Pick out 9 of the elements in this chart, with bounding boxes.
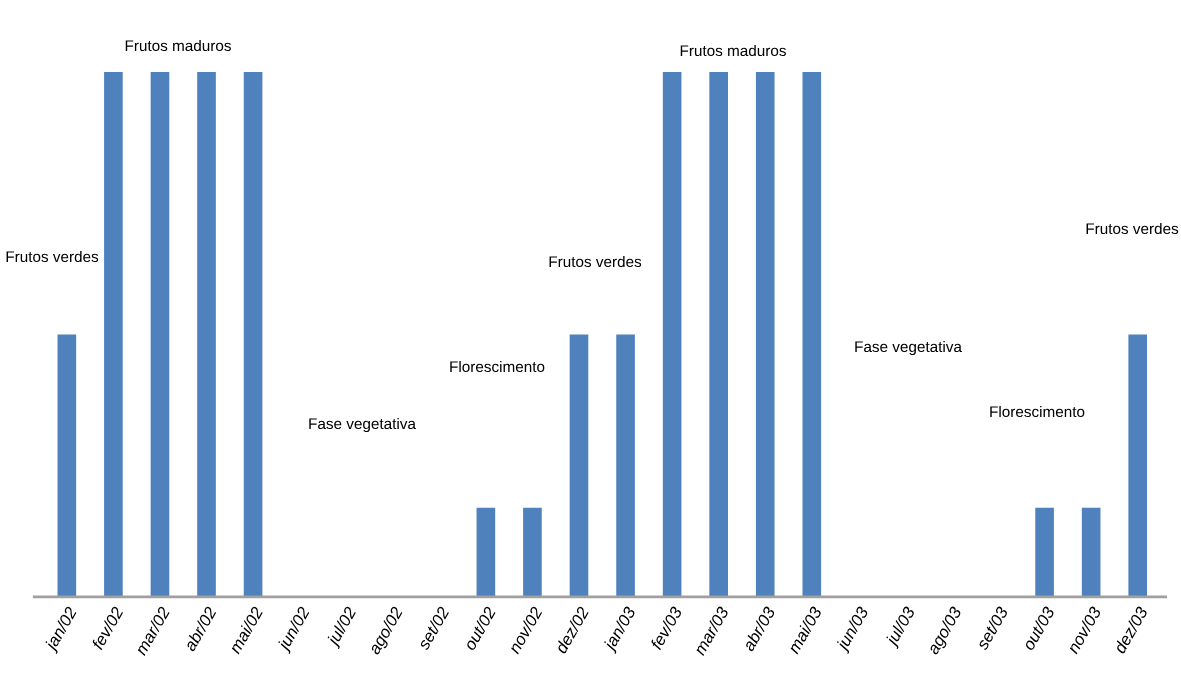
annotation: Frutos verdes xyxy=(549,255,642,268)
annotation: Frutos verdes xyxy=(1086,222,1179,235)
annotation: Frutos verdes xyxy=(6,250,99,263)
text: Frutos maduros xyxy=(125,39,231,52)
annotation: Fase vegetativa xyxy=(855,340,962,356)
text: Frutos maduros xyxy=(680,44,786,57)
annotation: Florescimento xyxy=(990,405,1085,418)
annotation: Florescimento xyxy=(450,360,545,373)
annotation: Fase vegetativa xyxy=(309,417,416,433)
